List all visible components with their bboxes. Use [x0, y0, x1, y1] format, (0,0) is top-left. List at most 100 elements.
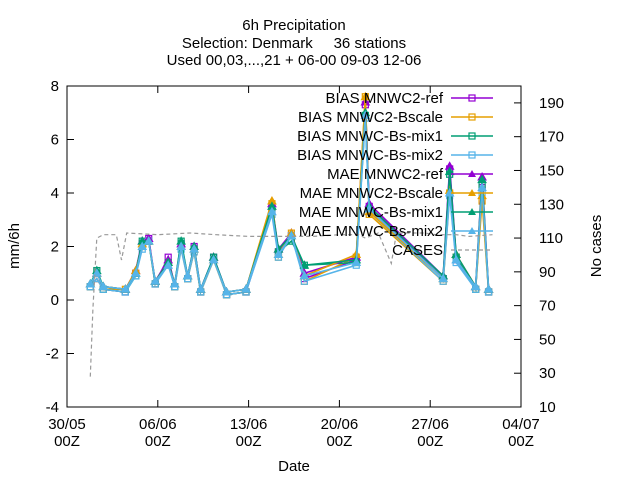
legend-marker [468, 170, 476, 177]
series-line [89, 115, 490, 293]
data-point [273, 249, 284, 259]
data-point [169, 278, 180, 288]
y-tick-label: 8 [51, 78, 59, 95]
y-tick-label: 6 [51, 132, 59, 149]
data-point [299, 260, 310, 269]
x-tick-label-time: 00Z [417, 433, 443, 450]
y-tick-label: -2 [46, 346, 59, 363]
y-axis-label: mm/6h [6, 223, 23, 269]
data-point [241, 284, 251, 293]
legend-marker [468, 189, 476, 196]
y2-axis-label: No cases [588, 215, 605, 278]
data-point [299, 270, 310, 280]
legend-label: BIAS MNWC-Bs-mix1 [297, 128, 443, 145]
title-line-3: Used 00,03,...,21 + 06-00 09-03 12-06 [167, 52, 422, 69]
y2-tick-label: 70 [539, 298, 556, 315]
legend-label: BIAS MNWC2-Bscale [298, 109, 443, 126]
data-point [286, 230, 297, 240]
data-point [477, 182, 487, 192]
data-point [267, 206, 277, 216]
x-tick-label: 13/06 [230, 416, 268, 433]
title-line-1: 6h Precipitation [242, 17, 345, 34]
data-point [176, 241, 187, 250]
y-tick-label: 4 [51, 185, 59, 202]
data-point [150, 276, 161, 285]
legend-marker [468, 151, 476, 159]
legend-entry: MAE MNWC-Bs-mix2 [299, 223, 493, 240]
data-point [360, 91, 371, 101]
x-axis-label: Date [278, 458, 310, 475]
legend-entry: MAE MNWC-Bs-mix1 [299, 204, 493, 221]
data-point [189, 244, 199, 253]
legend-label: BIAS MNWC-Bs-mix2 [297, 147, 443, 164]
y2-tick-label: 50 [539, 331, 556, 348]
data-point [483, 284, 494, 293]
y-tick-label: -4 [46, 399, 59, 416]
axes: -4-202468103050709011013015017019030/050… [46, 78, 564, 450]
data-point [360, 110, 371, 119]
y2-tick-label: 130 [539, 196, 564, 213]
data-point [444, 166, 455, 176]
series-line [89, 232, 493, 377]
data-point [351, 257, 362, 267]
x-tick-label: 30/05 [48, 416, 86, 433]
series-cases [89, 232, 493, 377]
legend-label: CASES [392, 242, 443, 259]
y-tick-label: 2 [51, 239, 59, 256]
data-point [143, 236, 154, 245]
x-tick-label-time: 00Z [145, 433, 171, 450]
y2-tick-label: 110 [539, 230, 563, 247]
y2-tick-label: 30 [539, 365, 556, 382]
y2-tick-label: 170 [539, 129, 564, 146]
data-point [451, 254, 462, 264]
data-point [85, 278, 96, 288]
y2-tick-label: 190 [539, 95, 564, 112]
series-mae-mnwc-bs-mix2 [85, 110, 494, 296]
data-point [208, 254, 219, 264]
legend-marker [468, 132, 476, 140]
data-point [98, 281, 109, 291]
data-point [91, 268, 102, 277]
legend-marker [468, 208, 476, 215]
data-point [182, 270, 193, 280]
data-point [130, 268, 141, 277]
legend: BIAS MNWC2-ref BIAS MNWC2-Bscale BIAS MNWC… [297, 90, 493, 259]
y2-tick-label: 10 [539, 399, 556, 416]
x-tick-label: 20/06 [321, 416, 359, 433]
x-tick-label-time: 00Z [508, 433, 534, 450]
x-tick-label-time: 00Z [54, 433, 80, 450]
x-tick-label: 04/07 [502, 416, 540, 433]
legend-label: MAE MNWC2-Bscale [300, 185, 443, 202]
data-point [470, 281, 481, 291]
y-tick-label: 0 [51, 292, 59, 309]
data-point [120, 284, 131, 293]
legend-entry: BIAS MNWC2-ref [325, 90, 493, 107]
data-point [137, 241, 148, 250]
legend-label: MAE MNWC-Bs-mix1 [299, 204, 443, 221]
legend-entry: BIAS MNWC-Bs-mix1 [297, 128, 493, 145]
data-point [163, 260, 174, 269]
legend-entry: MAE MNWC2-Bscale [300, 185, 493, 202]
legend-marker [468, 94, 476, 102]
x-tick-label-time: 00Z [326, 433, 352, 450]
plot-area [85, 91, 494, 377]
data-point [195, 284, 206, 293]
legend-label: MAE MNWC-Bs-mix2 [299, 223, 443, 240]
title-line-2: Selection: Denmark 36 stations [182, 35, 406, 52]
legend-label: MAE MNWC2-ref [327, 166, 444, 183]
y2-tick-label: 90 [539, 264, 556, 281]
data-point [438, 273, 449, 283]
y2-tick-label: 150 [539, 162, 564, 179]
legend-label: BIAS MNWC2-ref [325, 90, 443, 107]
x-tick-label: 27/06 [411, 416, 449, 433]
legend-entry: MAE MNWC2-ref [327, 166, 493, 183]
legend-entry: BIAS MNWC-Bs-mix2 [297, 147, 493, 164]
legend-marker [468, 227, 476, 234]
data-point [221, 286, 232, 296]
legend-marker [468, 113, 476, 121]
data-point [477, 174, 487, 184]
x-tick-label-time: 00Z [236, 433, 262, 450]
data-point [364, 204, 375, 213]
legend-entry: CASES [392, 242, 493, 259]
